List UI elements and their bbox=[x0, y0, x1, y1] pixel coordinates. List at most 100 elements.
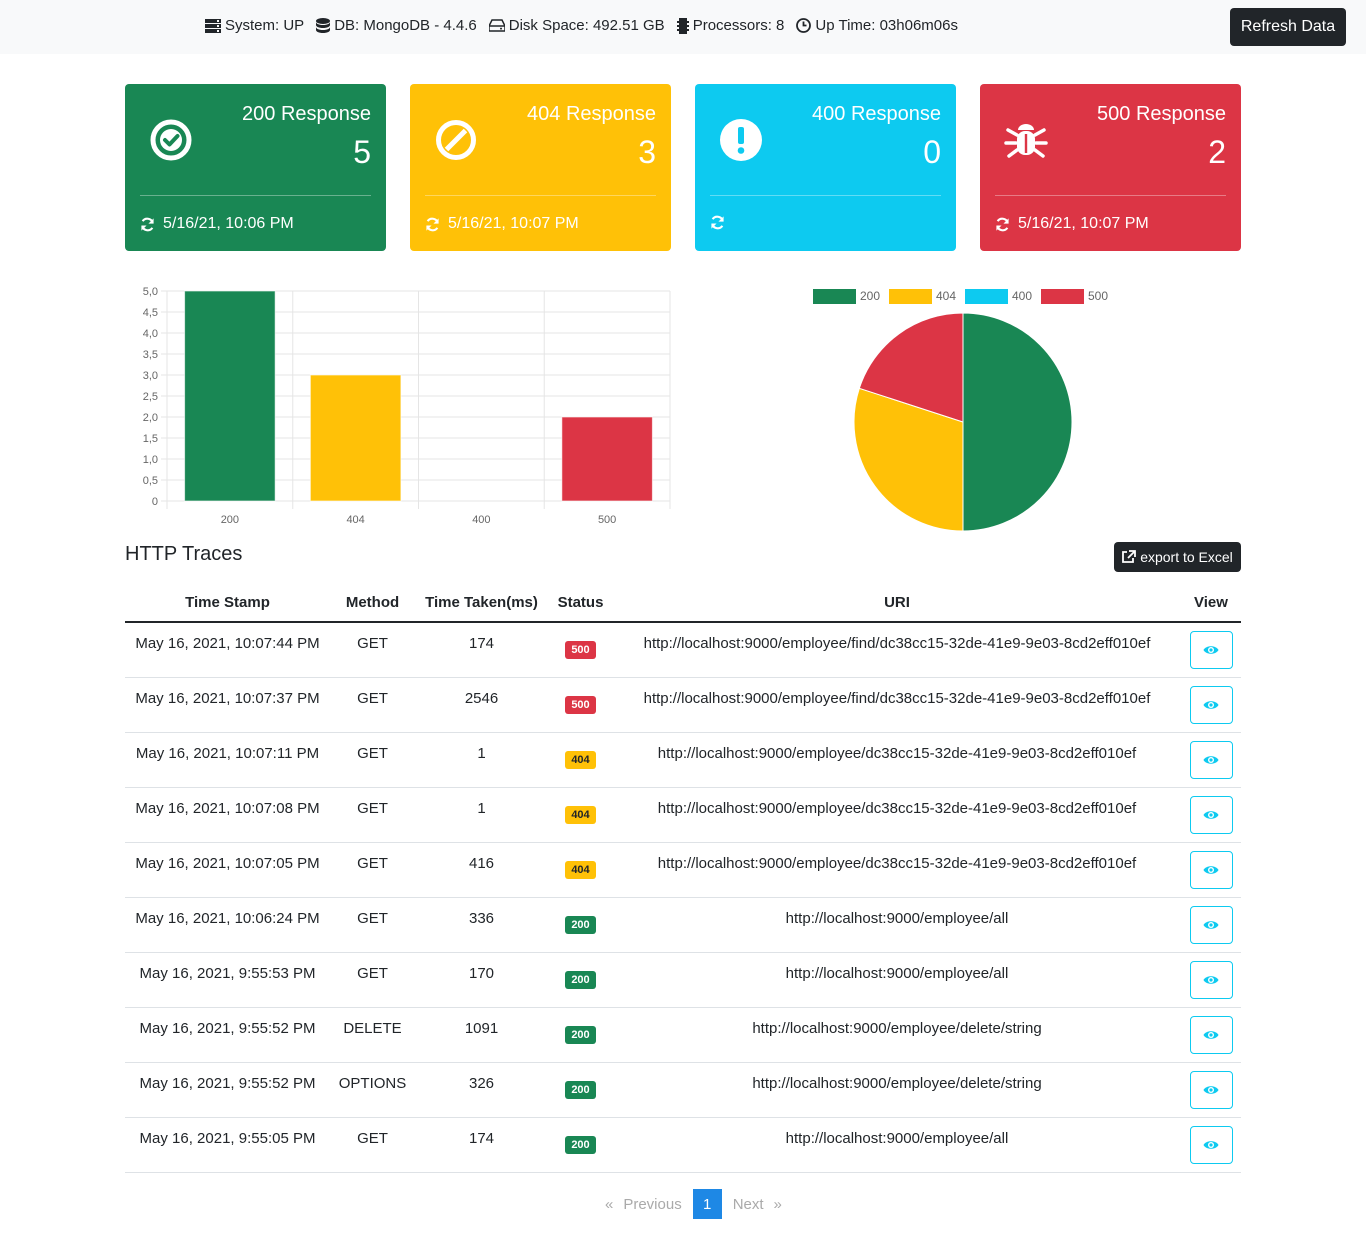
exclamation-circle-icon bbox=[720, 119, 762, 161]
status-pie-chart: 200 404 400 500 bbox=[813, 289, 1108, 532]
next-link[interactable]: Next bbox=[732, 1195, 764, 1213]
view-button[interactable] bbox=[1189, 740, 1233, 779]
cell-timestamp: May 16, 2021, 10:07:44 PM bbox=[125, 622, 330, 678]
table-row: May 16, 2021, 9:55:53 PM GET 170 200 http://… bbox=[125, 952, 1241, 1008]
cell-uri: http://localhost:9000/employee/all bbox=[613, 897, 1181, 953]
status-badge: 500 bbox=[565, 695, 596, 714]
cell-status: 500 bbox=[548, 622, 613, 678]
cell-method: GET bbox=[330, 842, 415, 898]
eye-icon bbox=[1203, 975, 1219, 984]
view-button[interactable] bbox=[1189, 850, 1233, 889]
cell-view bbox=[1181, 732, 1241, 788]
cell-timestamp: May 16, 2021, 10:07:08 PM bbox=[125, 787, 330, 843]
x-tick-label: 500 bbox=[598, 514, 616, 526]
system-status: System: UP bbox=[205, 17, 304, 34]
sync-icon bbox=[711, 215, 724, 230]
cell-status: 404 bbox=[548, 787, 613, 843]
db-info: DB: MongoDB - 4.4.6 bbox=[316, 17, 477, 34]
view-button[interactable] bbox=[1189, 905, 1233, 944]
table-header-row: Time Stamp Method Time Taken(ms) Status … bbox=[125, 583, 1241, 623]
prev-arrow[interactable]: « bbox=[605, 1195, 614, 1213]
card-footer-time: 5/16/21, 10:07 PM bbox=[448, 215, 579, 232]
view-button[interactable] bbox=[1189, 685, 1233, 724]
cell-view bbox=[1181, 842, 1241, 898]
traces-body: May 16, 2021, 10:07:44 PM GET 174 500 http:/… bbox=[125, 622, 1241, 1173]
legend-label-404: 404 bbox=[936, 289, 956, 303]
y-tick-label: 2,0 bbox=[143, 412, 158, 424]
cell-view bbox=[1181, 622, 1241, 678]
pagination: « Previous 1 Next » bbox=[600, 1189, 787, 1219]
next-arrow[interactable]: » bbox=[773, 1195, 782, 1213]
x-tick-label: 404 bbox=[346, 514, 364, 526]
system-info: System: UP DB: MongoDB - 4.4.6 Disk Spac… bbox=[205, 17, 970, 34]
cell-status: 500 bbox=[548, 677, 613, 733]
external-link-icon bbox=[1122, 550, 1137, 563]
card-404: 404 Response 3 5/16/21, 10:07 PM bbox=[410, 84, 671, 251]
table-row: May 16, 2021, 9:55:05 PM GET 174 200 http://… bbox=[125, 1117, 1241, 1173]
card-footer-time: 5/16/21, 10:06 PM bbox=[163, 215, 294, 232]
table-row: May 16, 2021, 9:55:52 PM OPTIONS 326 200 htt… bbox=[125, 1062, 1241, 1118]
cell-uri: http://localhost:9000/employee/delete/st… bbox=[613, 1007, 1181, 1063]
cell-timestamp: May 16, 2021, 10:07:37 PM bbox=[125, 677, 330, 733]
cell-time-taken: 2546 bbox=[415, 677, 548, 733]
eye-icon bbox=[1203, 646, 1219, 654]
cell-time-taken: 336 bbox=[415, 897, 548, 953]
card-footer bbox=[710, 215, 733, 230]
pie-slice-500 bbox=[858, 312, 964, 423]
y-tick-label: 3,5 bbox=[143, 349, 158, 361]
view-button[interactable] bbox=[1189, 1015, 1233, 1054]
card-count: 0 bbox=[923, 134, 941, 170]
export-excel-label: export to Excel bbox=[1140, 549, 1233, 565]
cell-method: GET bbox=[330, 622, 415, 678]
col-status: Status bbox=[548, 583, 613, 623]
cell-status: 200 bbox=[548, 1062, 613, 1118]
bug-icon bbox=[1004, 124, 1048, 158]
processors-info: Processors: 8 bbox=[676, 17, 785, 34]
cell-time-taken: 416 bbox=[415, 842, 548, 898]
cell-method: GET bbox=[330, 677, 415, 733]
eye-icon bbox=[1203, 865, 1219, 874]
eye-icon bbox=[1203, 755, 1219, 764]
eye-icon bbox=[1203, 700, 1219, 709]
previous-link[interactable]: Previous bbox=[623, 1195, 682, 1213]
disk-info: Disk Space: 492.51 GB bbox=[488, 17, 665, 34]
view-button[interactable] bbox=[1189, 1070, 1233, 1109]
eye-icon bbox=[1203, 920, 1219, 929]
processors-info-text: Processors: 8 bbox=[692, 17, 785, 34]
status-badge: 404 bbox=[565, 805, 596, 824]
card-count: 5 bbox=[353, 134, 371, 170]
cell-time-taken: 1 bbox=[415, 732, 548, 788]
cell-view bbox=[1181, 1117, 1241, 1173]
y-tick-label: 1,0 bbox=[143, 454, 158, 466]
view-button[interactable] bbox=[1189, 960, 1233, 999]
export-excel-button[interactable]: export to Excel bbox=[1114, 542, 1241, 572]
cell-uri: http://localhost:9000/employee/all bbox=[613, 1117, 1181, 1173]
y-tick-label: 0 bbox=[152, 496, 158, 508]
eye-icon bbox=[1203, 1140, 1219, 1149]
bar-200 bbox=[184, 290, 276, 502]
sync-icon bbox=[141, 217, 154, 231]
cell-status: 404 bbox=[548, 842, 613, 898]
cell-time-taken: 174 bbox=[415, 1117, 548, 1173]
bar-500 bbox=[561, 416, 653, 502]
cell-timestamp: May 16, 2021, 10:06:24 PM bbox=[125, 897, 330, 953]
y-tick-label: 4,0 bbox=[143, 328, 158, 340]
y-tick-label: 3,0 bbox=[143, 370, 158, 382]
status-badge: 200 bbox=[565, 1135, 596, 1154]
cell-view bbox=[1181, 952, 1241, 1008]
col-view: View bbox=[1181, 583, 1241, 623]
check-circle-icon bbox=[150, 119, 192, 161]
cell-uri: http://localhost:9000/employee/dc38cc15-… bbox=[613, 842, 1181, 898]
refresh-data-button[interactable]: Refresh Data bbox=[1230, 8, 1346, 46]
pie-slice-200 bbox=[962, 312, 1073, 532]
cell-timestamp: May 16, 2021, 9:55:52 PM bbox=[125, 1007, 330, 1063]
system-status-text: System: UP bbox=[225, 17, 305, 34]
cell-time-taken: 170 bbox=[415, 952, 548, 1008]
view-button[interactable] bbox=[1189, 630, 1233, 669]
view-button[interactable] bbox=[1189, 1125, 1233, 1164]
legend-swatch-500 bbox=[1041, 289, 1084, 304]
cell-view bbox=[1181, 1007, 1241, 1063]
page-1-button[interactable]: 1 bbox=[692, 1189, 722, 1219]
view-button[interactable] bbox=[1189, 795, 1233, 834]
cell-status: 200 bbox=[548, 952, 613, 1008]
